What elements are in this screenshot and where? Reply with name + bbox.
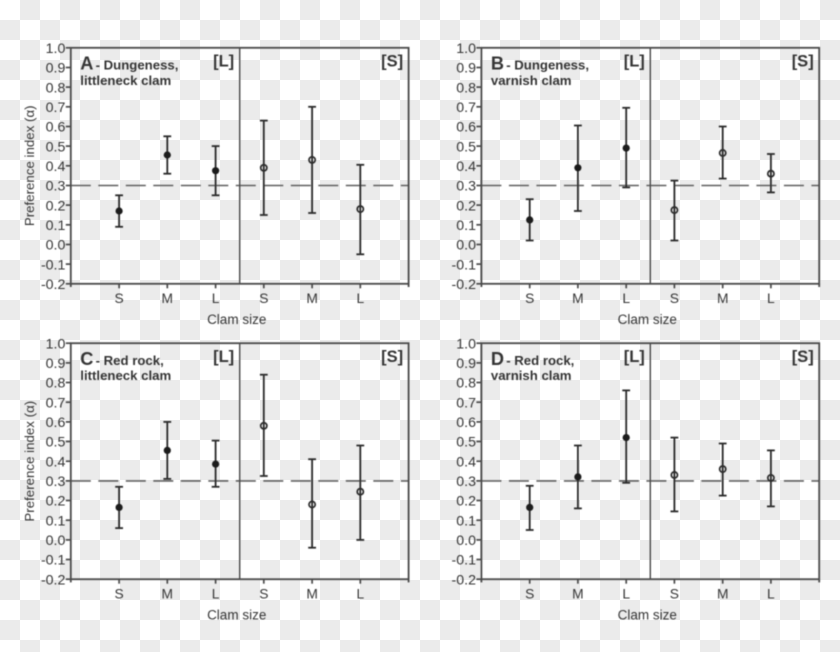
svg-text:M: M [717,586,729,601]
svg-text:-0.1: -0.1 [452,257,477,273]
svg-text:S: S [259,291,268,306]
svg-text:0.4: 0.4 [46,454,66,470]
svg-text:0.6: 0.6 [46,415,66,431]
svg-text:0.8: 0.8 [456,376,476,392]
svg-text:0.1: 0.1 [456,513,476,529]
svg-text:1.0: 1.0 [46,41,66,57]
svg-text:-0.2: -0.2 [41,572,66,588]
svg-text:0.0: 0.0 [46,533,66,549]
svg-text:varnish clam: varnish clam [491,73,572,88]
svg-text:0.3: 0.3 [456,474,476,490]
svg-text:0.2: 0.2 [46,198,66,214]
svg-text:S: S [114,291,123,306]
svg-text:[L]: [L] [624,348,645,366]
svg-text:0.8: 0.8 [46,80,66,96]
svg-text:littleneck clam: littleneck clam [80,73,171,88]
svg-text:-0.1: -0.1 [452,553,477,569]
svg-text:0.5: 0.5 [46,139,66,155]
svg-text:-0.2: -0.2 [452,277,477,293]
svg-text:0.6: 0.6 [456,415,476,431]
svg-text:0.4: 0.4 [456,454,476,470]
svg-text:0.7: 0.7 [46,100,66,116]
svg-text:S: S [114,586,123,601]
svg-text:B - Dungeness,: B - Dungeness, [491,54,589,74]
svg-text:-0.1: -0.1 [41,553,66,569]
svg-text:[L]: [L] [624,53,645,71]
svg-text:L: L [212,586,220,601]
svg-text:L: L [356,291,364,306]
svg-text:-0.2: -0.2 [41,277,66,293]
svg-text:L: L [212,291,220,306]
svg-text:littleneck clam: littleneck clam [80,368,171,383]
svg-text:0.7: 0.7 [456,100,476,116]
svg-text:0.1: 0.1 [46,513,66,529]
svg-text:0.7: 0.7 [46,395,66,411]
svg-text:[L]: [L] [213,348,234,366]
svg-text:0.7: 0.7 [456,395,476,411]
svg-text:L: L [622,586,630,601]
svg-text:0.5: 0.5 [456,139,476,155]
svg-text:0.4: 0.4 [456,159,476,175]
svg-text:L: L [622,291,630,306]
svg-text:0.2: 0.2 [456,198,476,214]
svg-text:1.0: 1.0 [456,336,476,352]
svg-text:0.5: 0.5 [456,435,476,451]
svg-text:M: M [572,586,584,601]
svg-text:A - Dungeness,: A - Dungeness, [80,54,178,74]
svg-text:0.6: 0.6 [46,120,66,136]
svg-text:Clam size: Clam size [618,312,677,327]
svg-text:0.3: 0.3 [46,179,66,195]
svg-text:0.2: 0.2 [46,494,66,510]
svg-text:Preference index (α): Preference index (α) [22,401,37,522]
svg-text:S: S [670,586,679,601]
svg-text:[S]: [S] [381,348,403,366]
svg-text:[S]: [S] [792,348,814,366]
svg-text:0.9: 0.9 [456,356,476,372]
svg-text:M: M [162,291,174,306]
svg-text:M: M [306,291,318,306]
svg-text:0.9: 0.9 [46,61,66,77]
svg-text:[L]: [L] [213,53,234,71]
svg-text:0.9: 0.9 [46,356,66,372]
svg-text:0.4: 0.4 [46,159,66,175]
svg-text:-0.2: -0.2 [452,572,477,588]
svg-text:0.2: 0.2 [456,494,476,510]
svg-text:0.0: 0.0 [456,238,476,254]
svg-text:Clam size: Clam size [207,312,266,327]
svg-text:S: S [259,586,268,601]
svg-text:0.5: 0.5 [46,435,66,451]
svg-text:0.6: 0.6 [456,120,476,136]
svg-text:0.3: 0.3 [456,179,476,195]
svg-text:0.0: 0.0 [456,533,476,549]
svg-text:S: S [670,291,679,306]
svg-text:1.0: 1.0 [46,336,66,352]
svg-text:Preference index (α): Preference index (α) [22,105,37,226]
svg-text:0.0: 0.0 [46,238,66,254]
svg-text:1.0: 1.0 [456,41,476,57]
svg-text:Clam size: Clam size [618,608,677,623]
svg-text:C - Red rock,: C - Red rock, [80,349,163,369]
svg-text:0.8: 0.8 [46,376,66,392]
svg-text:[S]: [S] [381,53,403,71]
svg-text:M: M [306,586,318,601]
svg-text:0.9: 0.9 [456,61,476,77]
svg-text:[S]: [S] [792,53,814,71]
svg-text:S: S [525,291,534,306]
svg-text:M: M [572,291,584,306]
svg-text:Clam size: Clam size [207,608,266,623]
svg-text:L: L [356,586,364,601]
svg-text:M: M [162,586,174,601]
svg-text:D - Red rock,: D - Red rock, [491,349,574,369]
svg-text:0.1: 0.1 [46,218,66,234]
svg-text:0.1: 0.1 [456,218,476,234]
svg-text:varnish clam: varnish clam [491,368,572,383]
svg-text:L: L [767,291,775,306]
svg-text:0.3: 0.3 [46,474,66,490]
svg-text:M: M [717,291,729,306]
svg-text:L: L [767,586,775,601]
svg-text:S: S [525,586,534,601]
svg-text:-0.1: -0.1 [41,257,66,273]
svg-text:0.8: 0.8 [456,80,476,96]
